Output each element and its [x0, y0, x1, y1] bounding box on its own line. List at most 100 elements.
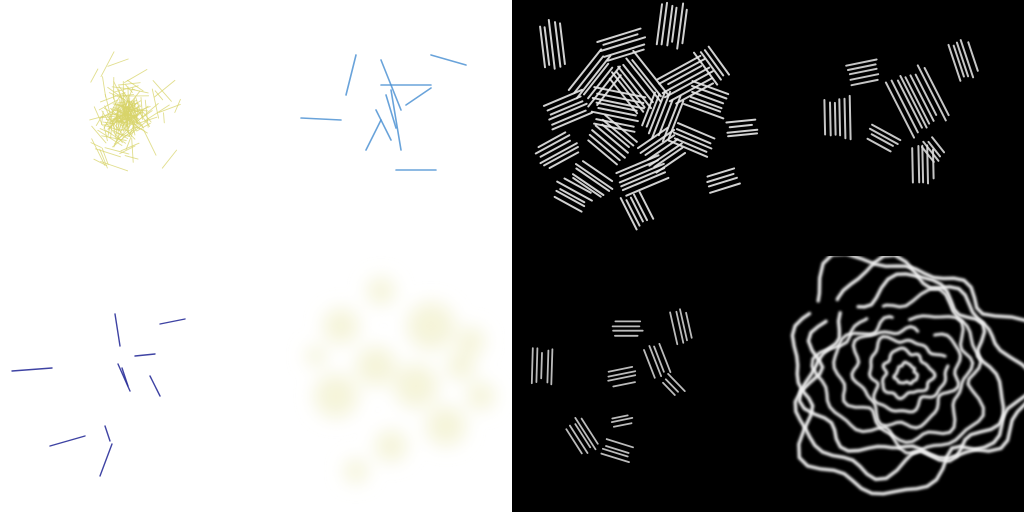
straw-stroke [105, 121, 123, 144]
hatch-stroke [728, 123, 753, 129]
hatch-stroke [660, 1, 668, 46]
hatch-stroke [909, 74, 935, 122]
blue-needle [385, 94, 397, 129]
cream-blotches-canvas [306, 277, 495, 483]
dense-hatch-cluster-canvas [534, 1, 759, 231]
hatch-stroke [662, 381, 676, 396]
straw-stroke [120, 118, 136, 132]
hatch-stroke [607, 374, 637, 382]
hatch-stroke [587, 65, 621, 108]
straw-stroke [91, 138, 106, 166]
straw-stroke [99, 92, 126, 103]
hatch-stroke [573, 55, 605, 94]
hatch-stroke [559, 188, 586, 204]
hatch-stroke [921, 144, 925, 184]
blue-needle [300, 117, 342, 121]
straw-stroke [118, 94, 135, 97]
hatch-stroke [572, 173, 605, 196]
hatch-stroke [605, 438, 634, 449]
hatch-stroke [548, 151, 580, 169]
hatch-stroke [637, 126, 669, 150]
hatch-stroke [643, 349, 656, 379]
hatch-stroke [622, 63, 654, 104]
hatch-stroke [699, 51, 722, 81]
hatch-stroke [632, 49, 670, 97]
straw-stroke [126, 79, 144, 92]
hatch-stroke [706, 167, 736, 178]
hatch-stroke [843, 97, 847, 140]
indigo-needle [99, 443, 113, 477]
hatch-stroke [672, 131, 713, 150]
cream-blotch [467, 382, 495, 410]
indigo-needle [159, 318, 186, 325]
ripple-ring [810, 287, 985, 455]
straw-stroke [93, 106, 103, 126]
straw-stroke [116, 104, 120, 116]
hatch-stroke [648, 345, 663, 377]
hatch-stroke [601, 123, 630, 148]
hatch-stroke [664, 378, 679, 393]
ripple-ring [892, 360, 919, 386]
ripple-ring [881, 346, 937, 400]
cream-blotch [367, 277, 395, 305]
hatch-stroke [848, 94, 852, 141]
hatch-stroke [673, 137, 708, 153]
hatch-stroke [572, 176, 602, 198]
hatch-stroke [606, 48, 645, 62]
straw-stroke [118, 82, 141, 86]
hatch-stroke [653, 146, 684, 168]
hatch-stroke [621, 171, 666, 192]
straw-strokes-tile [0, 0, 256, 256]
straw-stroke [136, 122, 151, 132]
straw-stroke [120, 142, 140, 152]
hatch-stroke [551, 111, 593, 131]
straw-stroke [131, 137, 134, 163]
hatch-stroke [591, 129, 626, 159]
hatch-stroke [620, 167, 666, 188]
hatch-stroke [593, 86, 647, 99]
hatch-stroke [540, 352, 543, 380]
small-hatch-groups-canvas [530, 308, 693, 464]
cream-blotches-tile [256, 256, 512, 512]
straw-stroke [101, 147, 109, 166]
hatch-stroke [587, 139, 618, 166]
straw-stroke [163, 112, 165, 124]
straw-stroke [158, 103, 181, 113]
cream-blotch [426, 406, 466, 446]
hatch-stroke [727, 132, 759, 138]
hatch-stroke [537, 131, 567, 149]
color-panel [0, 0, 512, 512]
hatch-stroke [658, 343, 672, 373]
straw-stroke [107, 58, 129, 67]
hatch-stroke [703, 49, 725, 77]
straw-stroke [126, 107, 129, 125]
hatch-stroke [556, 180, 593, 202]
concentric-ripple-rings-canvas [790, 256, 1024, 496]
hatch-stroke [618, 162, 665, 184]
hatch-stroke [638, 191, 655, 220]
sparse-hatch-groups-canvas [823, 39, 979, 185]
hatch-stroke [661, 95, 682, 143]
hatch-stroke [559, 22, 566, 65]
cream-blotch [457, 327, 485, 355]
straw-stroke [112, 126, 138, 148]
hatch-stroke [926, 144, 929, 185]
hatch-stroke [639, 129, 675, 154]
hatch-stroke [868, 127, 899, 145]
hatch-stroke [967, 41, 979, 72]
hatch-stroke [535, 347, 539, 383]
hatch-stroke [539, 142, 578, 165]
hatch-stroke [656, 54, 702, 81]
straw-stroke [100, 51, 115, 78]
hatch-stroke [725, 118, 757, 124]
hatch-stroke [563, 177, 592, 194]
sparse-hatch-groups-tile [768, 0, 1024, 256]
hatch-stroke [574, 423, 592, 449]
cream-blotch [314, 374, 358, 418]
straw-stroke [98, 99, 119, 111]
straw-stroke [93, 158, 108, 167]
hatch-stroke [583, 62, 610, 96]
hatch-stroke [866, 137, 892, 153]
hatch-stroke [829, 101, 832, 137]
hatch-stroke [847, 63, 877, 71]
